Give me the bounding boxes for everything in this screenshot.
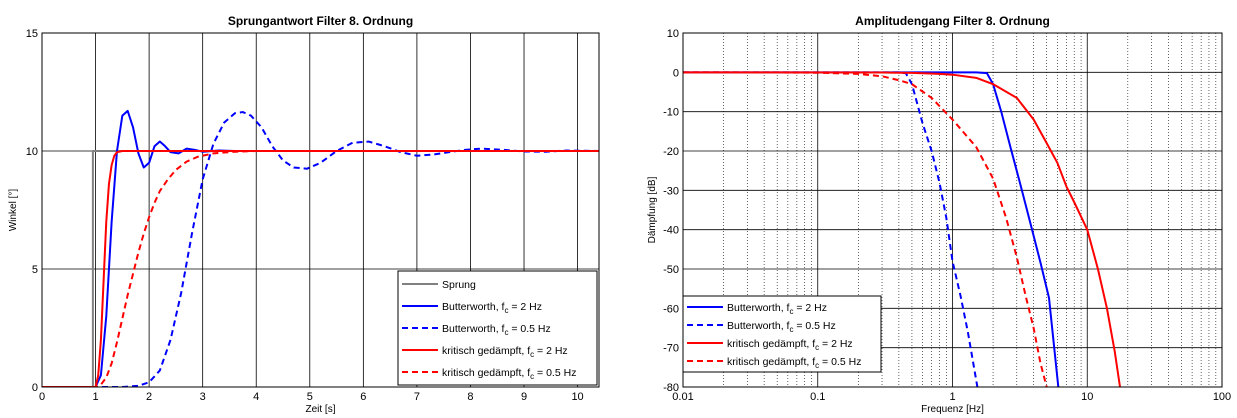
x-tick-label: 5: [307, 391, 313, 403]
y-tick-label: -40: [663, 225, 679, 237]
y-axis-label: Dämpfung [dB]: [647, 176, 658, 243]
series-line-1: [683, 71, 1060, 387]
x-axis-label: Zeit [s]: [305, 404, 335, 415]
series-group: [42, 109, 599, 387]
legend-label-4: kritisch gedämpft, fc = 0.5 Hz: [727, 356, 861, 370]
y-tick-label: -80: [663, 382, 679, 394]
x-tick-label: 2: [146, 391, 152, 403]
x-tick-label: 7: [414, 391, 420, 403]
x-tick-label: 9: [521, 391, 527, 403]
legend-label-3: kritisch gedämpft, fc = 2 Hz: [727, 338, 853, 352]
series-line-4: [683, 71, 1048, 387]
x-tick-label: 1: [92, 391, 98, 403]
legend-box: [397, 270, 598, 386]
series-group: [683, 71, 1121, 387]
y-tick-label: -60: [663, 303, 679, 315]
y-tick-label: -20: [663, 146, 679, 158]
legend-label-1: Butterworth, fc = 2 Hz: [727, 302, 827, 316]
y-tick-label: 10: [26, 146, 38, 158]
y-tick-label: -30: [663, 185, 679, 197]
y-tick-label: 0: [673, 67, 679, 79]
x-tick-label: 1: [949, 391, 955, 403]
y-tick-label: -70: [663, 343, 679, 355]
x-tick-label: 6: [360, 391, 366, 403]
step-response-chart: Sprungantwort Filter 8. Ordnung 0 1 2 3 4 5 6 7 8…: [8, 14, 600, 415]
y-tick-label: 15: [26, 28, 38, 40]
x-tick-label: 0.01: [672, 391, 693, 403]
y-tick-label: -50: [663, 264, 679, 276]
legend-box: [682, 295, 882, 373]
x-tick-label: 0: [39, 391, 45, 403]
y-axis-label: Winkel [°]: [8, 189, 19, 232]
frequency-response-chart: Amplitudengang Filter 8. Ordnung 0.01 0.1 1…: [647, 14, 1231, 415]
y-tick-label: 5: [32, 264, 38, 276]
x-tick-label: 4: [253, 391, 259, 403]
legend-label-4: kritisch gedämpft, fc = 2 Hz: [442, 345, 568, 359]
x-tick-label: 0.1: [810, 391, 825, 403]
x-tick-label: 10: [571, 391, 583, 403]
legend-label-2: Butterworth, fc = 2 Hz: [442, 301, 542, 315]
legend-label-1: Sprung: [442, 279, 476, 291]
y-tick-label: -10: [663, 107, 679, 119]
chart-title: Sprungantwort Filter 8. Ordnung: [228, 14, 413, 28]
x-axis-label: Frequenz [Hz]: [921, 404, 984, 415]
x-tick-label: 10: [1081, 391, 1093, 403]
series-line-3: [42, 111, 599, 387]
plot-frame: [41, 32, 600, 388]
y-tick-label: 0: [32, 382, 38, 394]
legend: Butterworth, fc = 2 Hz Butterworth, fc = …: [682, 295, 882, 373]
y-tick-label: 10: [667, 28, 679, 40]
x-tick-label: 8: [467, 391, 473, 403]
x-tick-label: 100: [1213, 391, 1231, 403]
chart-title: Amplitudengang Filter 8. Ordnung: [855, 14, 1050, 28]
series-line-4: [42, 150, 599, 387]
plot-frame: [682, 32, 1223, 388]
series-line-3: [683, 71, 1121, 387]
legend-label-5: kritisch gedämpft, fc = 0.5 Hz: [442, 367, 576, 381]
legend: Sprung Butterworth, fc = 2 Hz Butterworth,…: [397, 270, 598, 386]
legend-label-3: Butterworth, fc = 0.5 Hz: [442, 323, 551, 337]
x-tick-label: 3: [200, 391, 206, 403]
legend-label-2: Butterworth, fc = 0.5 Hz: [727, 320, 836, 334]
series-line-5: [42, 150, 599, 387]
